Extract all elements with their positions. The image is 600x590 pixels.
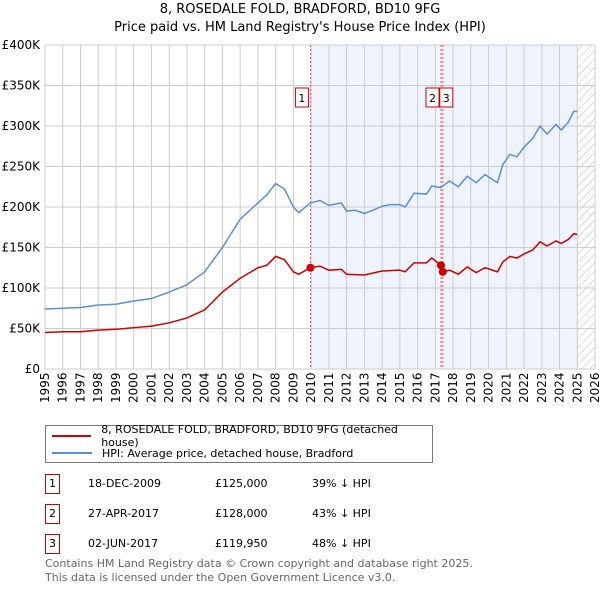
sale-label: 1	[298, 92, 305, 105]
x-tick-label: 1999	[109, 372, 123, 403]
sale-point	[306, 263, 315, 272]
sale-price: £119,950	[215, 537, 268, 550]
sale-number: 3	[45, 534, 60, 554]
x-tick-label: 2021	[499, 372, 513, 403]
sale-hpi-diff: 39% ↓ HPI	[312, 477, 371, 490]
sale-label-box	[425, 87, 440, 108]
y-tick-label: £250K	[2, 160, 42, 174]
x-tick-label: 2000	[127, 372, 141, 403]
x-tick-label: 2025	[570, 372, 584, 403]
series-line	[44, 110, 578, 310]
x-tick-label: 2023	[535, 372, 549, 403]
x-tick-label: 2016	[411, 372, 425, 403]
chart-title: 8, ROSEDALE FOLD, BRADFORD, BD10 9FG	[159, 2, 441, 17]
x-tick-label: 1998	[91, 372, 105, 403]
sale-label-box	[439, 87, 454, 108]
legend: 8, ROSEDALE FOLD, BRADFORD, BD10 9FG (de…	[45, 423, 433, 463]
sale-label-box	[294, 87, 309, 108]
footer-copyright: Contains HM Land Registry data © Crown c…	[45, 557, 473, 570]
x-tick-label: 2005	[215, 372, 229, 403]
sale-price: £128,000	[215, 507, 268, 520]
y-tick-label: £150K	[2, 241, 42, 255]
x-tick-label: 2004	[198, 372, 212, 403]
sale-point	[437, 261, 445, 270]
x-tick-label: 1996	[56, 372, 70, 403]
legend-item-hpi: HPI: Average price, detached house, Brad…	[52, 445, 353, 461]
sale-price: £125,000	[215, 477, 268, 490]
legend-swatch-blue	[52, 452, 92, 454]
x-tick-label: 2012	[340, 372, 354, 403]
x-tick-label: 2006	[233, 372, 247, 403]
sale-label: 3	[443, 92, 450, 105]
legend-swatch-red	[52, 435, 92, 437]
x-tick-label: 2018	[446, 372, 460, 403]
x-tick-label: 2011	[322, 372, 336, 403]
x-tick-label: 2017	[428, 372, 442, 403]
sale-point	[438, 267, 447, 276]
chart-subtitle: Price paid vs. HM Land Registry's House …	[114, 20, 486, 35]
sale-label: 2	[429, 92, 436, 105]
x-tick-label: 2009	[286, 372, 300, 403]
y-tick-label: £100K	[2, 281, 42, 295]
sale-number: 2	[45, 504, 60, 524]
x-tick-label: 2022	[517, 372, 531, 403]
sale-date: 27-APR-2017	[88, 507, 160, 520]
legend-label: HPI: Average price, detached house, Brad…	[102, 446, 354, 460]
sale-hpi-diff: 48% ↓ HPI	[312, 537, 371, 550]
plot-border	[44, 44, 596, 370]
legend-label: 8, ROSEDALE FOLD, BRADFORD, BD10 9FG (de…	[101, 423, 398, 449]
x-tick-label: 2013	[357, 372, 371, 403]
y-tick-label: £400K	[2, 38, 42, 52]
sale-number: 1	[45, 474, 60, 494]
x-tick-label: 1995	[38, 372, 52, 403]
sale-hpi-diff: 43% ↓ HPI	[312, 507, 371, 520]
y-tick-label: £300K	[2, 119, 42, 133]
x-tick-label: 2003	[180, 372, 194, 403]
x-tick-label: 1997	[73, 372, 87, 403]
y-tick-label: £200K	[2, 200, 42, 214]
plot-area: 1995 1996 1997 1998 1999 2000 2001 2002 2003 2004…	[2, 38, 600, 403]
x-tick-label: 2019	[464, 372, 478, 403]
footer-licence: This data is licensed under the Open Gov…	[45, 571, 396, 584]
x-tick-label: 2014	[375, 372, 389, 403]
x-tick-label: 2001	[144, 372, 158, 403]
x-tick-label: 2015	[393, 372, 407, 403]
x-tick-label: 2008	[269, 372, 283, 403]
x-tick-label: 2024	[553, 372, 567, 403]
x-tick-label: 2002	[162, 372, 176, 403]
series-line	[44, 232, 578, 334]
legend-item-property: 8, ROSEDALE FOLD, BRADFORD, BD10 9FG (de…	[52, 423, 432, 449]
sale-date: 02-JUN-2017	[88, 537, 159, 550]
y-tick-label: £350K	[2, 79, 42, 93]
x-tick-label: 2010	[304, 372, 318, 403]
x-tick-label: 2007	[251, 372, 265, 403]
x-tick-label: 2020	[482, 372, 496, 403]
y-tick-label: £0	[25, 362, 40, 376]
x-tick-label: 2026	[588, 372, 600, 403]
y-tick-label: £50K	[9, 322, 41, 336]
sale-date: 18-DEC-2009	[88, 477, 162, 490]
